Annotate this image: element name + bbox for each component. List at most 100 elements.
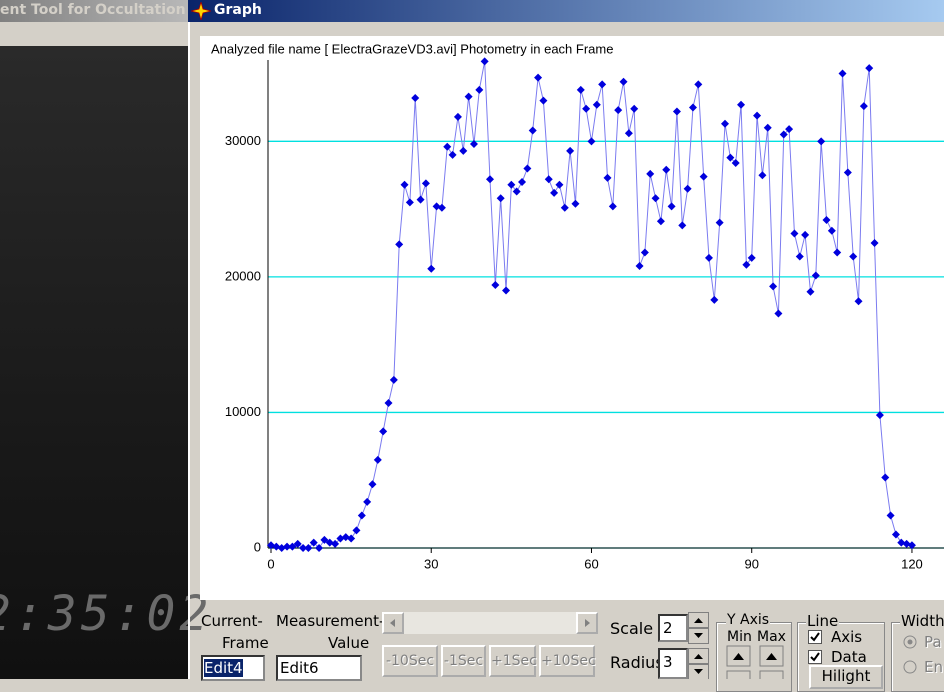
spin-buttons[interactable] xyxy=(688,612,710,679)
data-point xyxy=(507,180,516,189)
data-point xyxy=(870,239,879,247)
data-point xyxy=(891,530,900,539)
x-tick-label: 60 xyxy=(584,556,598,571)
data-point xyxy=(544,175,553,184)
background-toolbar xyxy=(0,22,188,46)
video-timestamp: 2:35:02 xyxy=(0,586,213,642)
data-point xyxy=(411,93,420,102)
data-point xyxy=(672,107,681,116)
checkboxes[interactable] xyxy=(808,630,822,666)
label: Scale xyxy=(610,619,654,638)
y-tick-label: 10000 xyxy=(225,404,261,419)
data-point xyxy=(315,544,324,552)
data-point xyxy=(630,104,639,113)
data-point xyxy=(758,171,767,180)
graph-title-bar[interactable]: Graph xyxy=(188,0,944,22)
button[interactable]: +10Sec xyxy=(539,645,596,677)
label: Measurement- xyxy=(276,612,385,630)
edit-box[interactable]: Edit4 xyxy=(201,655,265,681)
data-point xyxy=(534,73,543,82)
data-point xyxy=(843,168,852,177)
scroll-left[interactable] xyxy=(382,612,404,634)
data-point xyxy=(619,77,628,86)
data-point xyxy=(459,146,468,155)
data-point xyxy=(363,497,372,506)
group-label: Y Axis xyxy=(726,612,771,628)
data-point xyxy=(683,184,692,193)
window-icon xyxy=(191,2,211,20)
data-point xyxy=(737,100,746,109)
button[interactable]: -1Sec xyxy=(441,645,486,677)
data-point xyxy=(849,252,858,261)
background-window: ent Tool for Occultation O 2:35:02 xyxy=(0,0,208,679)
data-point xyxy=(614,106,623,115)
x-tick-label: 120 xyxy=(901,556,923,571)
data-point xyxy=(502,286,511,295)
spin-edit[interactable]: 3 xyxy=(658,648,688,679)
data-point xyxy=(400,180,409,189)
data-point xyxy=(635,262,644,271)
data-point xyxy=(582,104,591,113)
data-point xyxy=(656,217,665,226)
data-point xyxy=(795,252,804,261)
label: Max xyxy=(757,629,786,645)
data-point xyxy=(555,180,564,189)
data-point xyxy=(886,511,895,520)
data-point xyxy=(485,175,494,184)
data-point xyxy=(416,195,425,204)
data-point xyxy=(352,526,361,535)
data-point xyxy=(448,150,457,159)
data-point xyxy=(566,146,575,155)
data-point xyxy=(710,295,719,304)
button[interactable]: Hilight xyxy=(809,665,883,689)
data-point xyxy=(550,188,559,197)
arrow-icon xyxy=(390,619,395,627)
data-point xyxy=(347,534,356,543)
window-title: Graph xyxy=(214,2,262,18)
edit-box[interactable]: Edit6 xyxy=(276,655,362,681)
data-point xyxy=(726,153,735,162)
scrollbar[interactable] xyxy=(382,612,598,634)
data-point xyxy=(379,427,388,436)
button[interactable]: +1Sec xyxy=(489,645,537,677)
spin-edit[interactable]: 2 xyxy=(658,614,688,642)
data-point xyxy=(587,137,596,146)
data-point xyxy=(389,375,398,384)
data-point xyxy=(838,69,847,78)
data-point xyxy=(801,230,810,239)
data-point xyxy=(704,253,713,262)
button[interactable]: -10Sec xyxy=(382,645,438,677)
data-point xyxy=(811,271,820,280)
x-tick-label: 0 xyxy=(267,556,274,571)
data-point xyxy=(742,260,751,269)
data-point xyxy=(299,544,308,552)
data-point xyxy=(881,473,890,482)
data-point xyxy=(822,215,831,224)
data-point xyxy=(827,226,836,235)
data-point xyxy=(721,119,730,128)
data-point xyxy=(523,164,532,173)
radio-buttons[interactable] xyxy=(903,635,917,675)
data-point xyxy=(694,80,703,89)
scroll-right[interactable] xyxy=(576,612,598,634)
data-point xyxy=(443,142,452,151)
checkbox-label: Axis xyxy=(831,628,863,646)
chart: Analyzed file name [ ElectraGrazeVD3.avi… xyxy=(200,36,944,600)
data-point xyxy=(576,85,585,94)
data-point xyxy=(651,194,660,203)
data-point xyxy=(790,229,799,238)
group-label: Line xyxy=(806,612,840,630)
background-title-bar xyxy=(0,0,188,22)
data-point xyxy=(491,281,500,290)
data-point xyxy=(293,539,302,548)
data-point xyxy=(785,125,794,134)
data-point xyxy=(699,172,708,181)
data-point xyxy=(907,541,916,550)
data-point xyxy=(817,137,826,146)
checkbox-label: Data xyxy=(831,648,867,666)
axis-buttons[interactable] xyxy=(726,645,786,679)
data-point xyxy=(437,203,446,212)
data-point xyxy=(475,85,484,94)
data-point xyxy=(747,253,756,262)
data-point xyxy=(283,542,292,551)
